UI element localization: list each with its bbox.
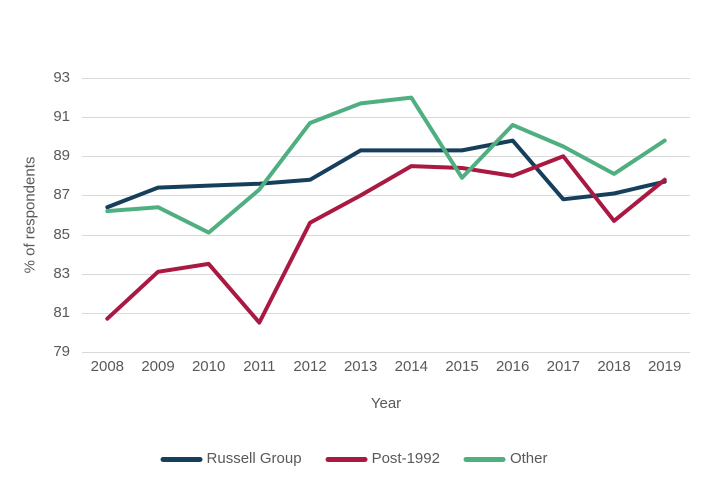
legend-line-swatch [160, 456, 203, 462]
x-tick-label: 2012 [293, 358, 327, 375]
y-tick-label: 85 [53, 225, 70, 243]
legend-label: Other [509, 450, 548, 467]
x-tick-label: 2011 [243, 358, 276, 375]
x-tick-label: 2018 [597, 358, 631, 375]
x-tick-label: 2016 [495, 358, 530, 375]
y-tick-label: 89 [53, 147, 70, 165]
legend-label: Russell Group [206, 450, 302, 467]
x-tick-label: 2008 [90, 358, 125, 375]
x-tick-label: 2013 [343, 358, 378, 375]
series-line-russell-group [105, 138, 667, 210]
legend-label: Post-1992 [371, 450, 440, 467]
x-tick-label: 2019 [647, 358, 682, 375]
x-axis-title: Year [370, 395, 402, 412]
series-line-other [105, 95, 667, 235]
y-axis-title: % of respondents [21, 156, 39, 274]
x-tick-label: 2017 [546, 358, 581, 375]
y-tick-label: 87 [53, 186, 70, 204]
legend-item-russell-group: Russell Group [160, 450, 302, 468]
x-tick-label: 2015 [445, 358, 479, 375]
legend-item-post-1992: Post-1992 [325, 450, 440, 468]
chart-legend: Russell Group Post-1992 Other [160, 450, 548, 468]
y-tick-label: 93 [53, 69, 70, 86]
y-tick-label: 91 [53, 108, 70, 126]
x-tick-label: 2009 [141, 358, 175, 375]
y-tick-label: 79 [53, 343, 70, 360]
legend-item-other: Other [463, 450, 548, 468]
legend-line-swatch [325, 456, 368, 462]
x-tick-label: 2010 [191, 358, 226, 375]
y-tick-label: 83 [53, 264, 70, 282]
x-tick-label: 2014 [394, 358, 429, 375]
y-tick-label: 81 [53, 303, 70, 321]
series-line-post-1992 [105, 154, 667, 325]
legend-line-swatch [463, 456, 506, 462]
